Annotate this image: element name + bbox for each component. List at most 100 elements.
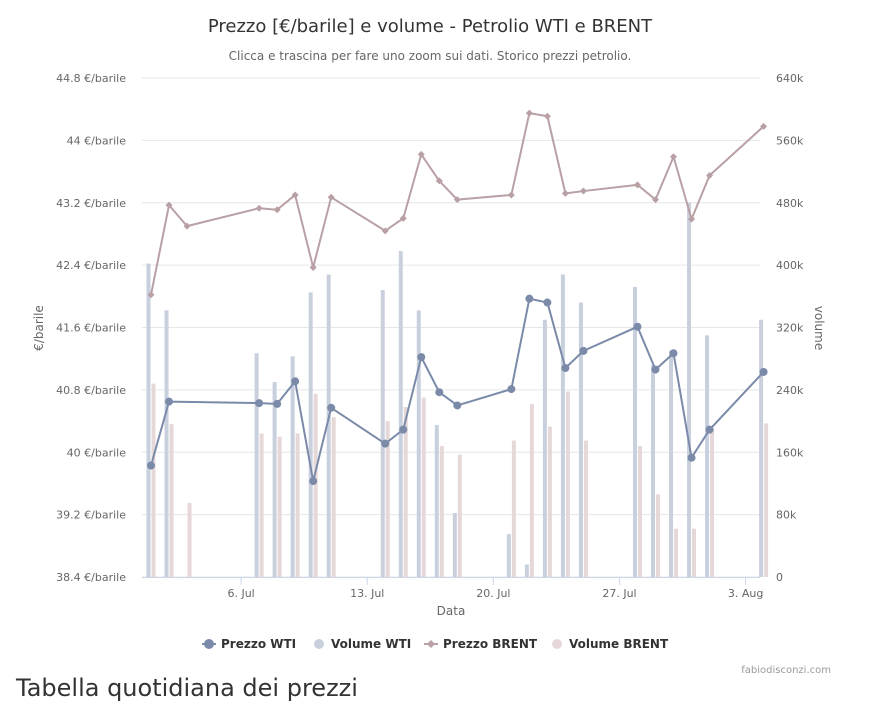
price-wti-point[interactable]	[543, 298, 552, 307]
price-brent-point[interactable]	[670, 153, 678, 161]
price-wti-point[interactable]	[507, 385, 516, 394]
volume-wti-bar[interactable]	[632, 286, 637, 577]
price-brent-point[interactable]	[633, 181, 641, 189]
price-brent-point[interactable]	[309, 263, 317, 271]
volume-wti-bar[interactable]	[506, 534, 511, 577]
price-wti-point[interactable]	[273, 399, 282, 408]
price-wti-point[interactable]	[147, 461, 156, 470]
volume-brent-bar[interactable]	[151, 383, 156, 577]
price-wti-point[interactable]	[561, 364, 570, 373]
price-wti-point[interactable]	[291, 377, 300, 386]
price-brent-point[interactable]	[291, 191, 299, 199]
price-brent-point[interactable]	[399, 214, 407, 222]
volume-brent-bar[interactable]	[457, 454, 462, 577]
volume-brent-bar[interactable]	[764, 423, 769, 577]
legend-item-3[interactable]: Prezzo BRENT	[424, 637, 538, 651]
price-brent-point[interactable]	[651, 196, 659, 204]
price-brent-point[interactable]	[688, 215, 696, 223]
volume-brent-bar[interactable]	[583, 440, 588, 577]
volume-brent-bar[interactable]	[187, 502, 192, 577]
volume-wti-bar[interactable]	[254, 353, 259, 577]
volume-wti-bar[interactable]	[272, 382, 277, 577]
volume-wti-bar[interactable]	[326, 274, 331, 577]
price-brent-point[interactable]	[579, 187, 587, 195]
volume-wti-bar[interactable]	[560, 274, 565, 577]
credits-link[interactable]: fabiodisconzi.com	[741, 665, 831, 676]
volume-wti-bar[interactable]	[524, 564, 529, 577]
volume-wti-bar[interactable]	[542, 319, 547, 577]
price-brent-point[interactable]	[183, 222, 191, 230]
price-brent-point[interactable]	[147, 291, 155, 299]
volume-wti-bar[interactable]	[146, 263, 151, 577]
price-wti-point[interactable]	[669, 349, 678, 358]
volume-wti-bar[interactable]	[705, 335, 710, 577]
volume-brent-bar[interactable]	[295, 433, 300, 577]
volume-brent-bar[interactable]	[655, 494, 660, 577]
price-wti-point[interactable]	[453, 401, 462, 410]
volume-wti-bar[interactable]	[452, 513, 457, 577]
price-brent-point[interactable]	[543, 112, 551, 120]
volume-brent-bar[interactable]	[403, 407, 408, 577]
volume-brent-bar[interactable]	[331, 417, 336, 577]
volume-brent-bar[interactable]	[674, 528, 679, 577]
volume-wti-bar[interactable]	[669, 350, 674, 577]
volume-brent-bar[interactable]	[692, 528, 697, 577]
volume-wti-bar[interactable]	[650, 364, 655, 577]
volume-wti-bar[interactable]	[380, 290, 385, 577]
price-brent-point[interactable]	[525, 109, 533, 117]
price-wti-point[interactable]	[651, 365, 660, 374]
volume-brent-bar[interactable]	[529, 403, 534, 577]
price-wti-point[interactable]	[165, 397, 174, 406]
volume-columns[interactable]	[146, 202, 769, 577]
volume-brent-bar[interactable]	[385, 421, 390, 577]
price-brent-point[interactable]	[255, 204, 263, 212]
price-wti-point[interactable]	[309, 477, 318, 486]
legend[interactable]: Prezzo WTI Volume WTI Prezzo BRENT Volume B…	[202, 637, 669, 651]
price-wti-point[interactable]	[633, 322, 642, 331]
volume-brent-bar[interactable]	[547, 426, 552, 577]
price-wti-point[interactable]	[705, 425, 714, 434]
volume-brent-bar[interactable]	[259, 433, 264, 577]
price-brent-point[interactable]	[165, 201, 173, 209]
volume-wti-bar[interactable]	[164, 310, 169, 577]
price-brent-point[interactable]	[507, 191, 515, 199]
volume-brent-bar[interactable]	[169, 424, 174, 577]
price-brent-point[interactable]	[327, 193, 335, 201]
volume-brent-bar[interactable]	[637, 446, 642, 577]
volume-brent-bar[interactable]	[277, 436, 282, 577]
price-brent-point[interactable]	[561, 189, 569, 197]
volume-wti-bar[interactable]	[687, 202, 692, 577]
price-wti-point[interactable]	[381, 439, 390, 448]
volume-wti-bar[interactable]	[416, 310, 421, 577]
price-lines[interactable]	[147, 109, 768, 486]
volume-brent-bar[interactable]	[439, 446, 444, 577]
volume-wti-bar[interactable]	[434, 424, 439, 577]
volume-wti-bar[interactable]	[308, 292, 313, 577]
price-brent-point[interactable]	[760, 122, 768, 130]
volume-wti-bar[interactable]	[578, 302, 583, 577]
legend-item-2[interactable]: Volume WTI	[314, 637, 411, 651]
price-brent-point[interactable]	[706, 171, 714, 179]
price-brent-point[interactable]	[417, 150, 425, 158]
price-brent-point[interactable]	[453, 196, 461, 204]
price-wti-point[interactable]	[687, 453, 696, 462]
volume-wti-bar[interactable]	[290, 356, 295, 577]
volume-brent-bar[interactable]	[313, 393, 318, 577]
price-brent-point[interactable]	[381, 227, 389, 235]
volume-brent-bar[interactable]	[710, 428, 715, 577]
legend-item-1[interactable]: Prezzo WTI	[202, 637, 296, 651]
price-wti-point[interactable]	[435, 388, 444, 397]
volume-wti-bar[interactable]	[398, 251, 403, 577]
volume-wti-bar[interactable]	[759, 319, 764, 577]
price-wti-point[interactable]	[525, 294, 534, 303]
price-wti-point[interactable]	[399, 425, 408, 434]
price-wti-point[interactable]	[579, 346, 588, 355]
volume-brent-bar[interactable]	[511, 440, 516, 577]
volume-brent-bar[interactable]	[565, 391, 570, 577]
price-wti-point[interactable]	[417, 353, 426, 362]
price-wti-point[interactable]	[327, 403, 336, 412]
legend-item-4[interactable]: Volume BRENT	[552, 637, 669, 651]
volume-brent-bar[interactable]	[421, 397, 426, 577]
